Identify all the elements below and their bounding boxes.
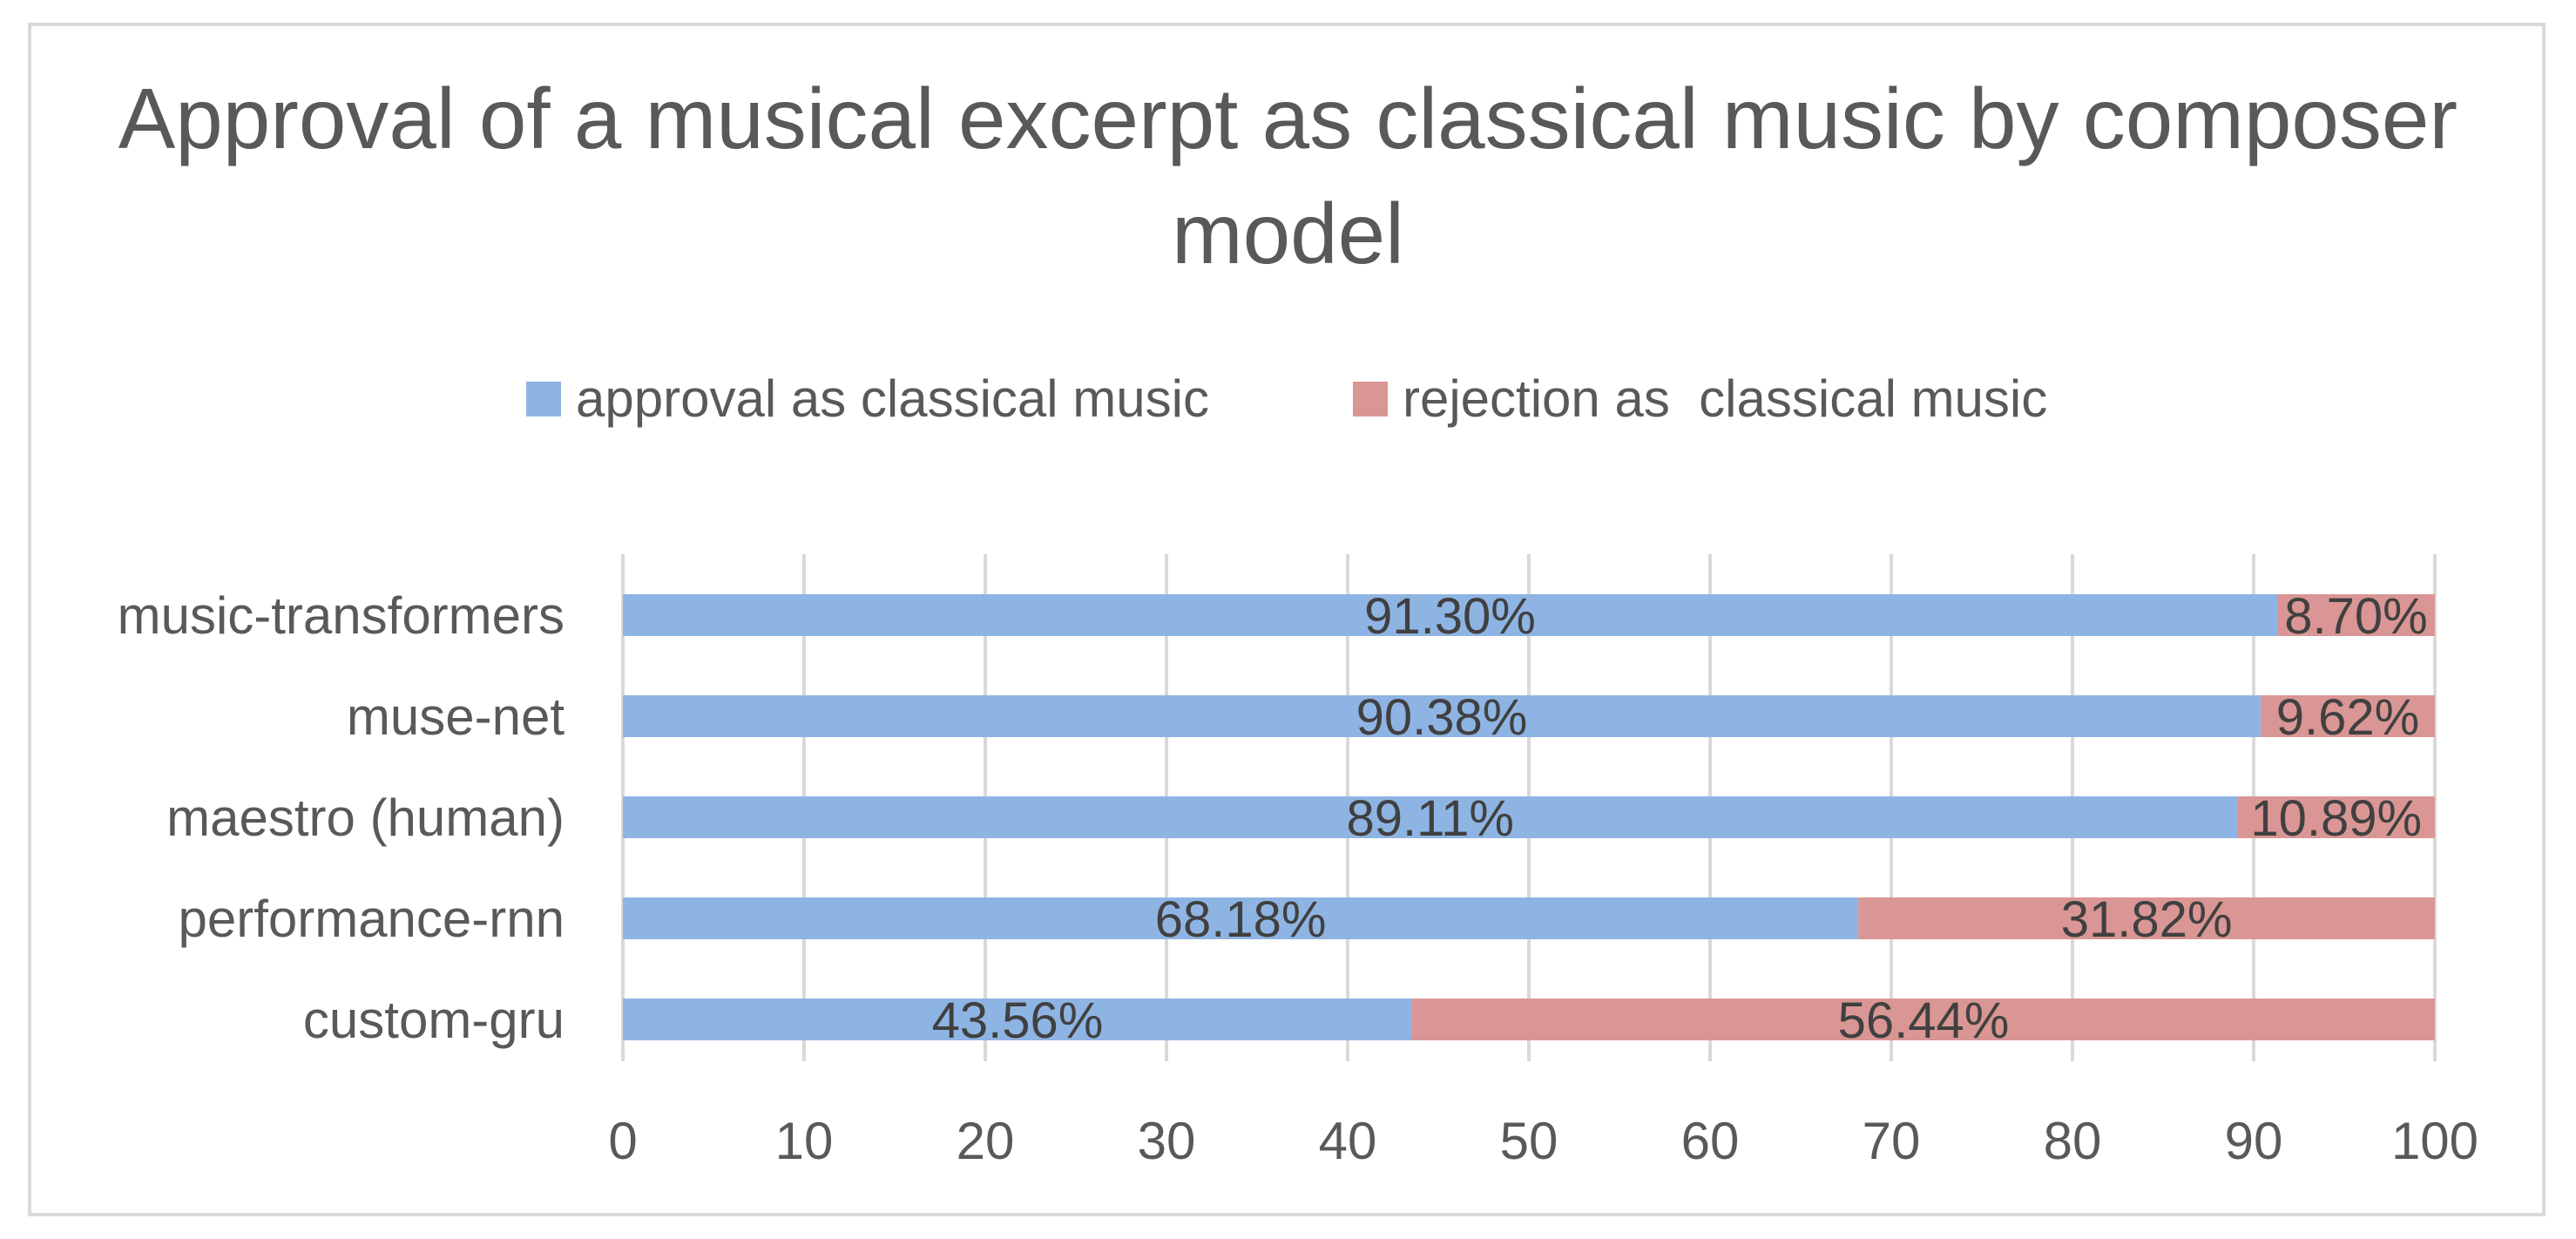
x-tick-label-70: 70 (1863, 1112, 1921, 1170)
chart-title: Approval of a musical excerpt as classic… (118, 71, 2458, 281)
data-label-rejection-as-classical-music-custom-gru: 56.44% (1838, 992, 2010, 1049)
x-tick-label-50: 50 (1500, 1112, 1558, 1170)
bar-approval-as-classical-music-muse-net (623, 695, 2261, 737)
data-label-approval-as-classical-music-maestro-human: 89.11% (1347, 790, 1514, 847)
bar-rejection-as-classical-music-performance-rnn (1858, 897, 2435, 939)
legend-label-rejection-as-classical-music: rejection as classical music (1403, 369, 2047, 428)
x-tick-label-90: 90 (2225, 1112, 2283, 1170)
bar-approval-as-classical-music-custom-gru (623, 999, 1413, 1040)
legend-label-approval-as-classical-music: approval as classical music (576, 369, 1209, 428)
bar-rejection-as-classical-music-custom-gru (1412, 999, 2435, 1040)
category-label-music-transformers: music-transformers (118, 586, 565, 645)
category-label-performance-rnn: performance-rnn (178, 890, 565, 948)
x-tick-label-0: 0 (608, 1112, 637, 1170)
axes: 0 10 20 30 40 50 60 70 80 90 100 custom-gru performa… (118, 586, 2478, 1170)
data-label-rejection-as-classical-music-music-transformers: 8.70% (2284, 588, 2427, 645)
legend-swatch-rejection-as-classical-music (1353, 382, 1388, 416)
x-tick-label-100: 100 (2391, 1112, 2478, 1170)
x-tick-label-80: 80 (2044, 1112, 2102, 1170)
data-labels: 43.56% 56.44% 68.18% 31.82% 89.11% 10.89% 90.3… (932, 588, 2428, 1049)
x-tick-label-30: 30 (1138, 1112, 1196, 1170)
data-label-approval-as-classical-music-muse-net: 90.38% (1356, 689, 1528, 746)
x-tick-label-60: 60 (1681, 1112, 1740, 1170)
data-label-approval-as-classical-music-performance-rnn: 68.18% (1155, 891, 1327, 948)
category-label-custom-gru: custom-gru (303, 991, 565, 1049)
legend-swatch-approval-as-classical-music (526, 382, 561, 416)
category-label-muse-net: muse-net (347, 687, 565, 746)
x-tick-label-10: 10 (775, 1112, 834, 1170)
data-label-approval-as-classical-music-music-transformers: 91.30% (1364, 588, 1536, 645)
bar-rejection-as-classical-music-maestro-human (2237, 796, 2435, 838)
bars (623, 594, 2435, 1040)
x-tick-label-40: 40 (1319, 1112, 1377, 1170)
bar-approval-as-classical-music-performance-rnn (623, 897, 1859, 939)
legend: approval as classical music rejection as … (526, 369, 2047, 428)
bar-rejection-as-classical-music-muse-net (2260, 695, 2435, 737)
data-label-approval-as-classical-music-custom-gru: 43.56% (932, 992, 1104, 1049)
x-tick-label-20: 20 (957, 1112, 1015, 1170)
category-label-maestro-human: maestro (human) (166, 789, 565, 847)
bar-approval-as-classical-music-maestro-human (623, 796, 2238, 838)
data-label-rejection-as-classical-music-performance-rnn: 31.82% (2061, 891, 2233, 948)
bar-rejection-as-classical-music-music-transformers (2277, 594, 2435, 636)
data-label-rejection-as-classical-music-maestro-human: 10.89% (2250, 790, 2422, 847)
bar-approval-as-classical-music-music-transformers (623, 594, 2278, 636)
data-label-rejection-as-classical-music-muse-net: 9.62% (2276, 689, 2419, 746)
